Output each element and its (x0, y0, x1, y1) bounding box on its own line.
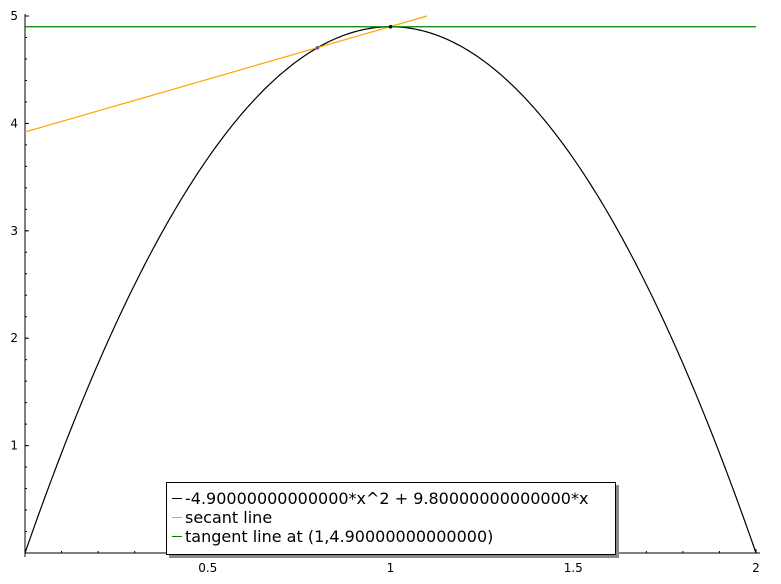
x-tick-label: 0.5 (198, 561, 217, 575)
parabola-curve (24, 26, 757, 554)
legend-swatch-parabola (172, 498, 182, 499)
y-tick-label: 2 (10, 331, 18, 345)
legend-label-secant: secant line (185, 508, 273, 527)
x-tick-label: 1 (387, 561, 395, 575)
legend-swatch-secant (172, 517, 182, 518)
point-marker (315, 45, 320, 50)
legend-label-parabola: -4.90000000000000*x^2 + 9.80000000000000… (185, 489, 589, 508)
y-tick-label: 4 (10, 116, 18, 130)
secant-line (24, 15, 428, 133)
y-tick-label: 1 (10, 439, 18, 453)
x-tick-label: 1.5 (564, 561, 583, 575)
x-tick-label: 2 (752, 561, 760, 575)
legend-label-tangent: tangent line at (1,4.90000000000000) (185, 527, 494, 546)
y-tick-label: 3 (10, 224, 18, 238)
legend: -4.90000000000000*x^2 + 9.80000000000000… (166, 482, 616, 555)
legend-entry-tangent: tangent line at (1,4.90000000000000) (172, 527, 611, 546)
y-tick-label: 5 (10, 9, 18, 23)
legend-entry-secant: secant line (172, 508, 611, 527)
legend-swatch-tangent (172, 536, 182, 537)
point-marker (388, 24, 393, 29)
legend-entry-parabola: -4.90000000000000*x^2 + 9.80000000000000… (172, 489, 611, 508)
